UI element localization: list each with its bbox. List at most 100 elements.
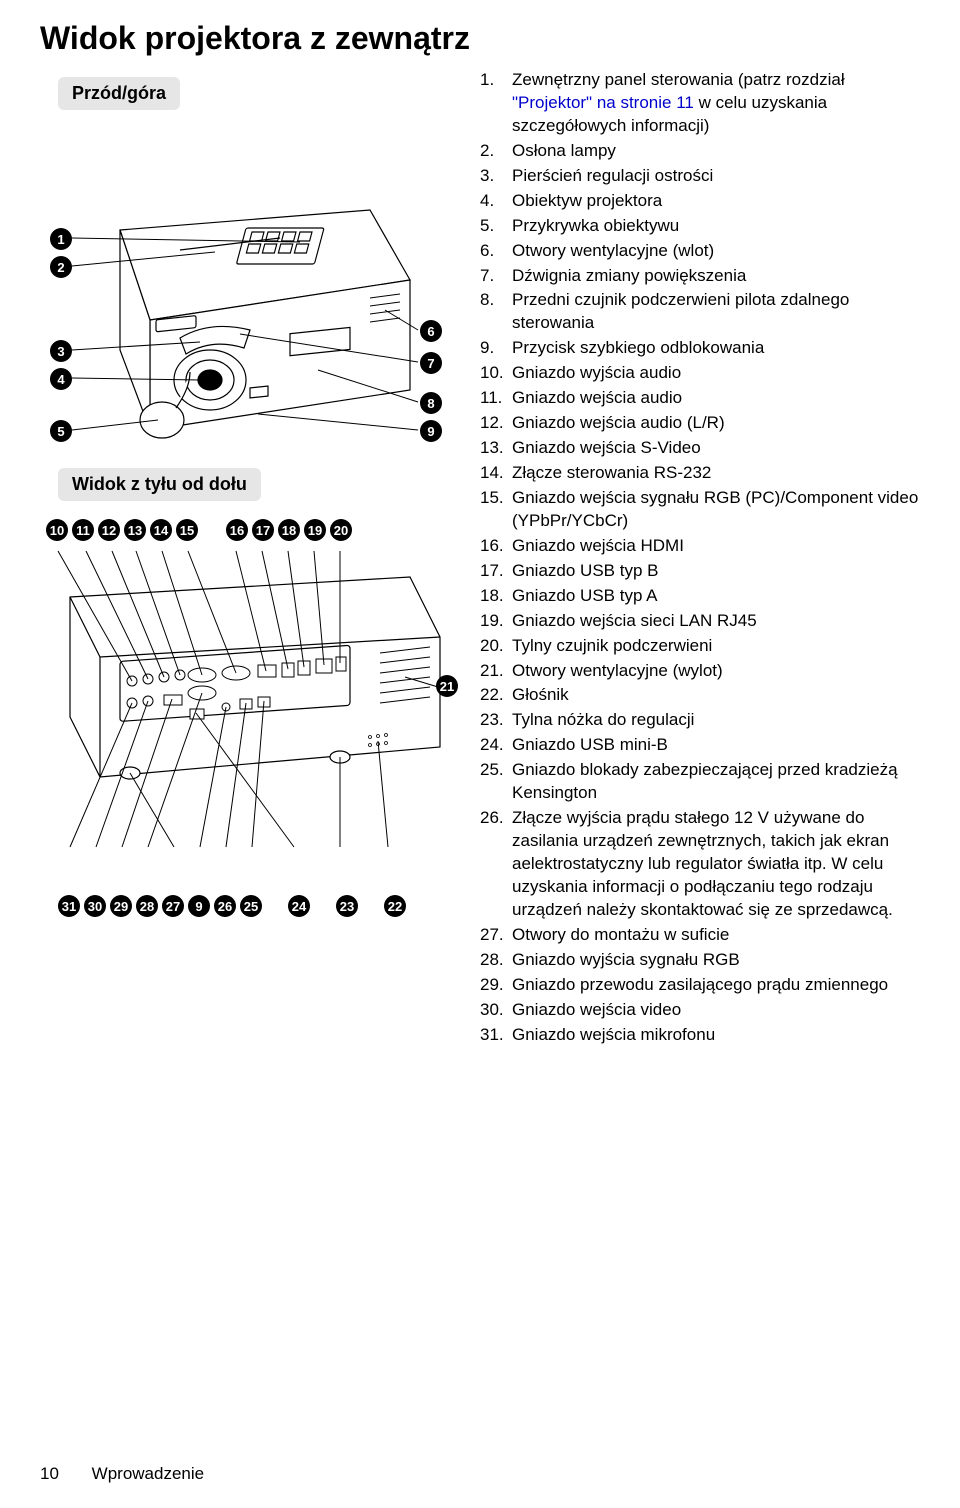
- callout-17: 17: [252, 519, 274, 541]
- desc-item-text: Otwory do montażu w suficie: [512, 924, 920, 947]
- desc-item-text: Gniazdo wejścia audio (L/R): [512, 412, 920, 435]
- desc-item-text: Otwory wentylacyjne (wlot): [512, 240, 920, 263]
- desc-item-number: 16.: [480, 535, 512, 558]
- desc-item: 17.Gniazdo USB typ B: [480, 560, 920, 583]
- desc-item-text: Gniazdo wyjścia audio: [512, 362, 920, 385]
- callout-20: 20: [330, 519, 352, 541]
- desc-item-number: 14.: [480, 462, 512, 485]
- callout-15: 15: [176, 519, 198, 541]
- desc-item-text: Gniazdo USB typ B: [512, 560, 920, 583]
- desc-item-number: 19.: [480, 610, 512, 633]
- left-column: Przód/góra: [40, 69, 460, 1049]
- desc-item-number: 24.: [480, 734, 512, 757]
- description-list: 1.Zewnętrzny panel sterowania (patrz roz…: [480, 69, 920, 1047]
- desc-item-text: Złącze sterowania RS-232: [512, 462, 920, 485]
- desc-item-text: Dźwignia zmiany powiększenia: [512, 265, 920, 288]
- desc-item: 29.Gniazdo przewodu zasilającego prądu z…: [480, 974, 920, 997]
- callout-8: 8: [420, 392, 442, 414]
- callout-11: 11: [72, 519, 94, 541]
- desc-item-number: 23.: [480, 709, 512, 732]
- desc-item-text: Otwory wentylacyjne (wylot): [512, 660, 920, 683]
- desc-item: 26.Złącze wyjścia prądu stałego 12 V uży…: [480, 807, 920, 922]
- desc-item: 11.Gniazdo wejścia audio: [480, 387, 920, 410]
- desc-item-text: Gniazdo USB mini-B: [512, 734, 920, 757]
- callout-27: 27: [162, 895, 184, 917]
- callout-28: 28: [136, 895, 158, 917]
- callout-19: 19: [304, 519, 326, 541]
- desc-item: 25.Gniazdo blokady zabezpieczającej prze…: [480, 759, 920, 805]
- desc-item-number: 15.: [480, 487, 512, 533]
- desc-item: 10.Gniazdo wyjścia audio: [480, 362, 920, 385]
- callout-21: 21: [436, 675, 458, 697]
- desc-item-text: Osłona lampy: [512, 140, 920, 163]
- desc-item: 8.Przedni czujnik podczerwieni pilota zd…: [480, 289, 920, 335]
- callout-16: 16: [226, 519, 248, 541]
- footer-section: Wprowadzenie: [92, 1464, 204, 1483]
- desc-item: 2.Osłona lampy: [480, 140, 920, 163]
- callout-7: 7: [420, 352, 442, 374]
- desc-item-number: 9.: [480, 337, 512, 360]
- callout-14: 14: [150, 519, 172, 541]
- desc-item: 14.Złącze sterowania RS-232: [480, 462, 920, 485]
- desc-item-text: Gniazdo wejścia mikrofonu: [512, 1024, 920, 1047]
- diagram-rear-bottom: 21: [40, 547, 460, 887]
- callout-25: 25: [240, 895, 262, 917]
- desc-item-number: 26.: [480, 807, 512, 922]
- desc-item: 24.Gniazdo USB mini-B: [480, 734, 920, 757]
- desc-item: 12.Gniazdo wejścia audio (L/R): [480, 412, 920, 435]
- callout-31: 31: [58, 895, 80, 917]
- callout-row-top: 1011121314151617181920: [46, 519, 460, 541]
- desc-item-number: 28.: [480, 949, 512, 972]
- desc-item: 13.Gniazdo wejścia S-Video: [480, 437, 920, 460]
- callout-6: 6: [420, 320, 442, 342]
- desc-item-text: Przykrywka obiektywu: [512, 215, 920, 238]
- callout-2: 2: [50, 256, 72, 278]
- desc-item-text: Gniazdo wejścia audio: [512, 387, 920, 410]
- desc-item-text: Pierścień regulacji ostrości: [512, 165, 920, 188]
- label-front-top: Przód/góra: [58, 77, 180, 110]
- desc-item-text: Obiektyw projektora: [512, 190, 920, 213]
- desc-item-number: 20.: [480, 635, 512, 658]
- callout-26: 26: [214, 895, 236, 917]
- desc-item-text: Gniazdo przewodu zasilającego prądu zmie…: [512, 974, 920, 997]
- desc-item: 15.Gniazdo wejścia sygnału RGB (PC)/Comp…: [480, 487, 920, 533]
- desc-item-text: Gniazdo wejścia sieci LAN RJ45: [512, 610, 920, 633]
- desc-item-number: 13.: [480, 437, 512, 460]
- callout-1: 1: [50, 228, 72, 250]
- desc-item-number: 29.: [480, 974, 512, 997]
- desc-item-number: 25.: [480, 759, 512, 805]
- callout-3: 3: [50, 340, 72, 362]
- desc-item: 9.Przycisk szybkiego odblokowania: [480, 337, 920, 360]
- desc-item: 3.Pierścień regulacji ostrości: [480, 165, 920, 188]
- desc-item: 21.Otwory wentylacyjne (wylot): [480, 660, 920, 683]
- page-footer: 10 Wprowadzenie: [40, 1464, 204, 1484]
- desc-item-number: 8.: [480, 289, 512, 335]
- desc-item: 1.Zewnętrzny panel sterowania (patrz roz…: [480, 69, 920, 138]
- desc-item-number: 18.: [480, 585, 512, 608]
- callout-23: 23: [336, 895, 358, 917]
- cross-ref-link[interactable]: "Projektor" na stronie 11: [512, 93, 694, 112]
- desc-item-text: Przedni czujnik podczerwieni pilota zdal…: [512, 289, 920, 335]
- desc-item-text: Gniazdo USB typ A: [512, 585, 920, 608]
- desc-item: 23.Tylna nóżka do regulacji: [480, 709, 920, 732]
- desc-item-number: 7.: [480, 265, 512, 288]
- callout-29: 29: [110, 895, 132, 917]
- desc-item-text: Gniazdo wyjścia sygnału RGB: [512, 949, 920, 972]
- desc-item: 22.Głośnik: [480, 684, 920, 707]
- desc-item: 30.Gniazdo wejścia video: [480, 999, 920, 1022]
- desc-item: 20.Tylny czujnik podczerwieni: [480, 635, 920, 658]
- page-title: Widok projektora z zewnątrz: [40, 20, 920, 57]
- desc-item-text: Złącze wyjścia prądu stałego 12 V używan…: [512, 807, 920, 922]
- callout-12: 12: [98, 519, 120, 541]
- desc-item-number: 22.: [480, 684, 512, 707]
- desc-item-number: 6.: [480, 240, 512, 263]
- desc-item-number: 10.: [480, 362, 512, 385]
- desc-item: 16.Gniazdo wejścia HDMI: [480, 535, 920, 558]
- desc-item-text: Zewnętrzny panel sterowania (patrz rozdz…: [512, 69, 920, 138]
- page-number: 10: [40, 1464, 59, 1483]
- callout-30: 30: [84, 895, 106, 917]
- desc-item-number: 4.: [480, 190, 512, 213]
- callout-10: 10: [46, 519, 68, 541]
- desc-item-number: 11.: [480, 387, 512, 410]
- desc-item: 5.Przykrywka obiektywu: [480, 215, 920, 238]
